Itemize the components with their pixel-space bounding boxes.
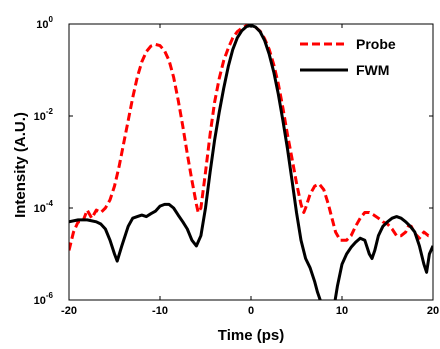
legend-label-probe: Probe bbox=[356, 36, 396, 52]
x-axis-label: Time (ps) bbox=[218, 327, 284, 344]
y-axis-label: Intensity (A.U.) bbox=[12, 112, 29, 218]
x-tick-label: 0 bbox=[248, 305, 254, 317]
series-line-probe bbox=[69, 24, 433, 251]
x-tick-label: 20 bbox=[427, 305, 439, 317]
x-tick-label: -20 bbox=[61, 305, 77, 317]
series-line-fwm bbox=[69, 24, 433, 300]
x-tick-label: -10 bbox=[152, 305, 168, 317]
y-tick-label: 100 bbox=[36, 15, 53, 31]
x-tick-label: 10 bbox=[336, 305, 348, 317]
y-tick-label: 10-6 bbox=[34, 291, 54, 307]
y-tick-label: 10-4 bbox=[34, 199, 54, 215]
legend: Probe FWM bbox=[300, 36, 396, 78]
series-layer bbox=[69, 24, 433, 300]
y-tick-label: 10-2 bbox=[34, 107, 54, 123]
legend-label-fwm: FWM bbox=[356, 62, 389, 78]
tick-layer: -20 -10 0 10 20 100 10-2 10-4 10-6 bbox=[34, 15, 440, 317]
